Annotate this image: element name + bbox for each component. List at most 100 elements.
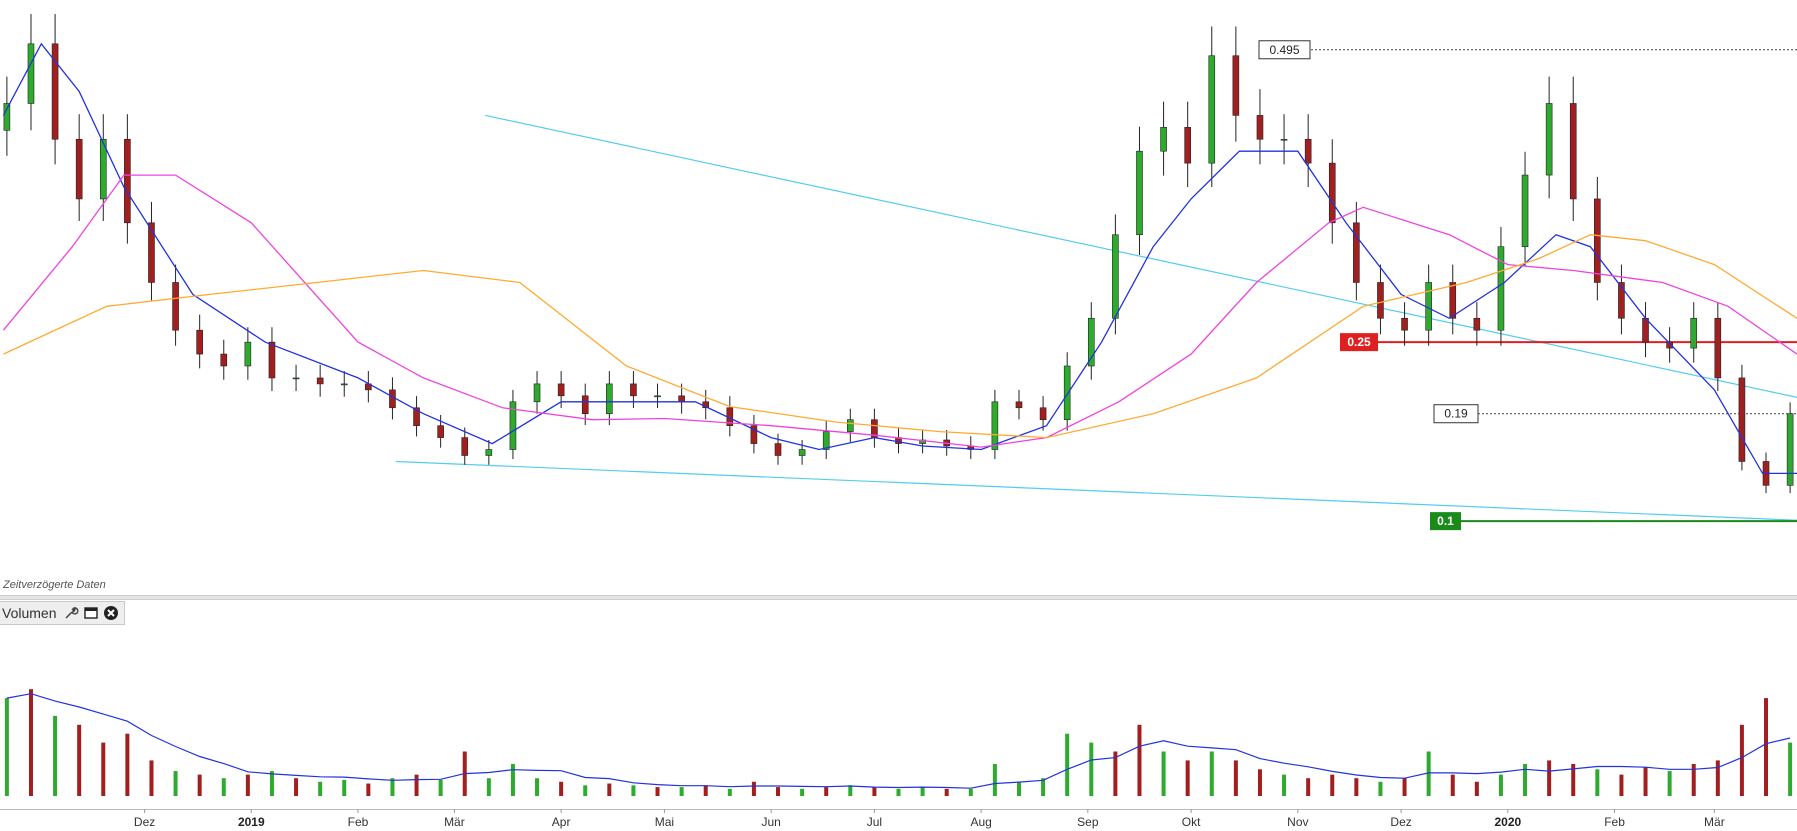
volume-bar (269, 771, 274, 796)
wrench-icon[interactable] (62, 604, 80, 622)
candle[interactable] (1136, 126, 1143, 256)
candle[interactable] (75, 114, 83, 222)
moving-average-2[interactable] (3, 234, 1797, 439)
candle[interactable] (1328, 139, 1336, 244)
candle[interactable] (220, 339, 228, 380)
candle-body (99, 138, 107, 200)
candle[interactable] (99, 114, 107, 222)
volume-bar (28, 689, 33, 796)
candle[interactable] (1521, 151, 1529, 267)
candle[interactable] (316, 364, 324, 397)
candle[interactable] (1545, 76, 1553, 199)
candle[interactable] (1039, 396, 1047, 431)
candle[interactable] (485, 439, 493, 465)
candle-body (1738, 377, 1746, 462)
candle[interactable] (1208, 26, 1216, 187)
candle[interactable] (1642, 302, 1649, 358)
volume-bar (655, 787, 660, 796)
candle[interactable] (798, 439, 806, 465)
candle[interactable] (1015, 389, 1023, 420)
candle[interactable] (1353, 201, 1360, 301)
candle[interactable] (1377, 264, 1384, 335)
candle-body (1039, 407, 1047, 420)
trendline-1[interactable] (395, 460, 1797, 521)
candle[interactable] (244, 327, 252, 380)
close-icon[interactable] (102, 604, 120, 622)
candle[interactable] (1160, 101, 1167, 176)
candle[interactable] (1425, 264, 1432, 346)
volume-bar (607, 783, 612, 796)
candle[interactable] (27, 13, 35, 131)
candle[interactable] (702, 389, 710, 420)
moving-average-1[interactable] (2, 174, 1797, 448)
candle-body (51, 43, 59, 140)
candle[interactable] (365, 371, 372, 403)
candle[interactable] (1304, 114, 1312, 187)
volume-bar (1016, 781, 1021, 796)
volume-bar (920, 787, 925, 796)
candle[interactable] (1666, 327, 1673, 363)
candle[interactable] (1112, 214, 1119, 335)
candle[interactable] (1184, 101, 1191, 187)
candle[interactable] (1738, 364, 1746, 471)
candles (3, 13, 1794, 494)
candle[interactable] (630, 371, 637, 409)
candle[interactable] (1063, 352, 1071, 431)
window-icon[interactable] (82, 604, 100, 622)
candle[interactable] (292, 364, 300, 392)
candle[interactable] (1280, 114, 1288, 165)
candle[interactable] (847, 408, 854, 443)
candle[interactable] (1569, 76, 1577, 222)
candle[interactable] (172, 264, 179, 346)
candle[interactable] (967, 436, 975, 460)
candle-body (654, 395, 661, 398)
candle[interactable] (509, 389, 517, 460)
panel-separator[interactable] (0, 595, 1797, 600)
candle[interactable] (1232, 26, 1240, 142)
candle[interactable] (268, 327, 276, 392)
candle[interactable] (3, 76, 11, 156)
candle[interactable] (533, 371, 541, 414)
candle[interactable] (654, 383, 661, 409)
candle[interactable] (196, 314, 203, 369)
candle-body (3, 103, 11, 131)
candle-body (196, 329, 203, 355)
candle[interactable] (124, 114, 131, 244)
candle[interactable] (991, 389, 999, 460)
candle[interactable] (461, 427, 469, 465)
candle[interactable] (1256, 89, 1264, 165)
volume-bar (1065, 733, 1070, 796)
candle[interactable] (726, 396, 734, 437)
candle[interactable] (148, 201, 155, 301)
candle[interactable] (895, 427, 902, 454)
volume-chart[interactable] (0, 598, 1797, 809)
moving-average-0[interactable] (2, 42, 1797, 475)
candle[interactable] (919, 429, 926, 454)
volume-bar (1498, 774, 1503, 796)
candle[interactable] (437, 414, 444, 448)
trendline-0[interactable] (485, 114, 1797, 401)
candle-body (485, 449, 493, 456)
candle[interactable] (750, 414, 758, 454)
candle[interactable] (51, 13, 59, 165)
candle[interactable] (606, 371, 613, 426)
candle[interactable] (413, 396, 420, 437)
volume-bar (1739, 724, 1744, 796)
x-axis: Dez 2019 Feb Mär Apr Mai Jun Jul Aug Sep Okt Nov Dez… (0, 809, 1797, 831)
candle[interactable] (1449, 264, 1457, 335)
candle[interactable] (871, 408, 878, 448)
price-chart[interactable]: 0.495 0.25 0.19 0.1 (0, 0, 1797, 597)
volume-panel-header: Volumen (0, 601, 126, 625)
candle[interactable] (1401, 302, 1408, 346)
candle[interactable] (1594, 176, 1601, 301)
candle[interactable] (1497, 226, 1505, 346)
candle[interactable] (1714, 302, 1722, 392)
candle[interactable] (340, 371, 348, 397)
candle[interactable] (1690, 302, 1698, 363)
candle[interactable] (1618, 264, 1625, 335)
candle[interactable] (822, 421, 830, 460)
candle[interactable] (1786, 402, 1794, 494)
candle[interactable] (1087, 302, 1095, 380)
candle[interactable] (1473, 302, 1481, 346)
volume-bar (318, 781, 323, 796)
